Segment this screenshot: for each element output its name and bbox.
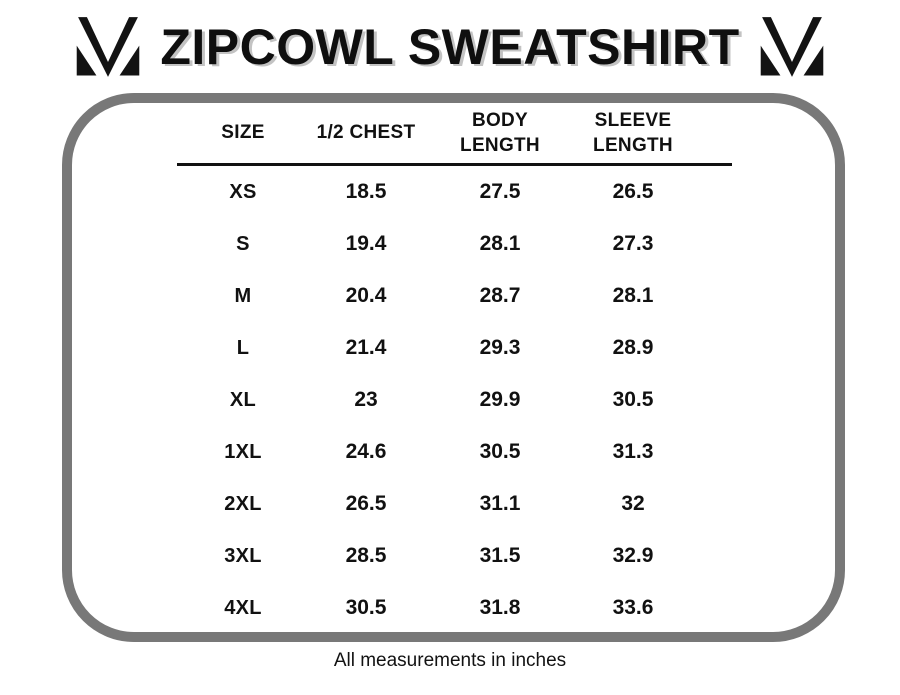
sleeve-length-cell: 31.3 [612,440,654,463]
size-cell: L [236,336,250,359]
chest-cell: 18.5 [345,180,387,203]
size-cell: XS [229,180,257,203]
column-header-size: SIZE [221,122,265,144]
chest-cell: 19.4 [345,232,387,255]
title-bar: ZIPCOWL SWEATSHIRT [0,8,900,86]
table-row: XL 23 29.9 30.5 [72,374,835,426]
body-length-cell: 29.9 [479,388,521,411]
table-row: 1XL 24.6 30.5 31.3 [72,426,835,478]
column-header-sleeve-length: SLEEVE LENGTH [593,109,673,156]
size-cell: 4XL [224,596,262,619]
table-row: 3XL 28.5 31.5 32.9 [72,530,835,582]
brand-m-logo-left-icon [74,13,142,81]
size-cell: 3XL [224,544,262,567]
sleeve-length-cell: 33.6 [612,596,654,619]
chest-cell: 23 [354,388,378,411]
body-length-cell: 28.7 [479,284,521,307]
body-length-cell: 27.5 [479,180,521,203]
chest-cell: 21.4 [345,336,387,359]
table-row: S 19.4 28.1 27.3 [72,218,835,270]
table-row: M 20.4 28.7 28.1 [72,270,835,322]
size-cell: S [236,232,250,255]
sleeve-length-cell: 27.3 [612,232,654,255]
column-header-body-length: BODY LENGTH [460,109,540,156]
table-row: L 21.4 29.3 28.9 [72,322,835,374]
sleeve-length-cell: 28.9 [612,336,654,359]
page-title: ZIPCOWL SWEATSHIRT [160,19,740,75]
size-cell: XL [229,388,257,411]
size-cell: M [234,284,252,307]
table-row: 2XL 26.5 31.1 32 [72,478,835,530]
chest-cell: 26.5 [345,492,387,515]
body-length-cell: 31.8 [479,596,521,619]
table-row: XS 18.5 27.5 26.5 [72,166,835,218]
chest-cell: 20.4 [345,284,387,307]
chest-cell: 30.5 [345,596,387,619]
body-length-cell: 29.3 [479,336,521,359]
measurement-note: All measurements in inches [333,650,567,671]
size-chart-panel: SIZE 1/2 CHEST BODY LENGTH SLEEVE LENGTH… [62,93,845,642]
body-length-cell: 28.1 [479,232,521,255]
table-body: XS 18.5 27.5 26.5 S 19.4 28.1 27.3 M 20.… [72,166,835,634]
body-length-cell: 31.5 [479,544,521,567]
brand-m-logo-right-icon [758,13,826,81]
body-length-cell: 30.5 [479,440,521,463]
size-cell: 2XL [224,492,262,515]
sleeve-length-cell: 30.5 [612,388,654,411]
sleeve-length-cell: 28.1 [612,284,654,307]
column-header-half-chest: 1/2 CHEST [316,122,416,144]
header-divider [177,163,732,166]
table-row: 4XL 30.5 31.8 33.6 [72,582,835,634]
sleeve-length-cell: 32 [621,492,645,515]
table-header-row: SIZE 1/2 CHEST BODY LENGTH SLEEVE LENGTH [72,103,835,163]
chest-cell: 28.5 [345,544,387,567]
sleeve-length-cell: 32.9 [612,544,654,567]
chest-cell: 24.6 [345,440,387,463]
body-length-cell: 31.1 [479,492,521,515]
size-cell: 1XL [224,440,262,463]
sleeve-length-cell: 26.5 [612,180,654,203]
